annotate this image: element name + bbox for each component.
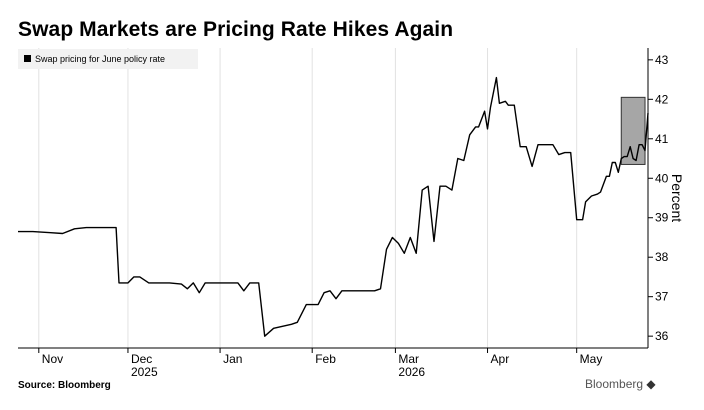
x-year-label-2025: 2025 — [131, 365, 158, 379]
legend-label: Swap pricing for June policy rate — [35, 54, 165, 64]
y-tick-label-43: 43 — [655, 53, 669, 67]
x-tick-label-may: May — [580, 352, 603, 366]
highlight-layer — [620, 96, 646, 165]
x-tick-label-dec: Dec — [131, 352, 152, 366]
source-note: Source: Bloomberg — [18, 380, 111, 391]
legend-box — [18, 49, 198, 69]
y-tick-label-38: 38 — [655, 250, 669, 264]
x-tick-label-mar: Mar — [398, 352, 419, 366]
bloomberg-watermark: Bloomberg ◆ — [585, 377, 656, 391]
grid-layer — [38, 48, 578, 348]
x-tick-label-jan: Jan — [223, 352, 242, 366]
y-axis-label: Percent — [669, 174, 685, 222]
legend-swatch — [24, 55, 31, 62]
y-tick-label-41: 41 — [655, 132, 669, 146]
watermark-text: Bloomberg — [585, 377, 644, 391]
y-tick-label-39: 39 — [655, 211, 669, 225]
chart-title: Swap Markets are Pricing Rate Hikes Agai… — [18, 18, 454, 41]
highlight-box — [620, 96, 646, 165]
legend-layer: Swap pricing for June policy rate — [18, 49, 198, 69]
x-tick-label-nov: Nov — [42, 352, 63, 366]
x-tick-label-apr: Apr — [491, 352, 510, 366]
y-tick-label-42: 42 — [655, 92, 669, 106]
x-year-label-2026: 2026 — [398, 365, 425, 379]
y-tick-label-40: 40 — [655, 171, 669, 185]
line-layer — [18, 76, 649, 337]
y-tick-label-37: 37 — [655, 290, 669, 304]
y-tick-label-36: 36 — [655, 329, 669, 343]
bloomberg-logo-icon: ◆ — [646, 377, 656, 391]
x-tick-label-feb: Feb — [315, 352, 336, 366]
axis-layer: 36 37 38 39 40 41 42 43 Percent Nov Dec Jan Feb Mar Ap… — [18, 48, 685, 379]
series-line-0 — [18, 76, 649, 337]
